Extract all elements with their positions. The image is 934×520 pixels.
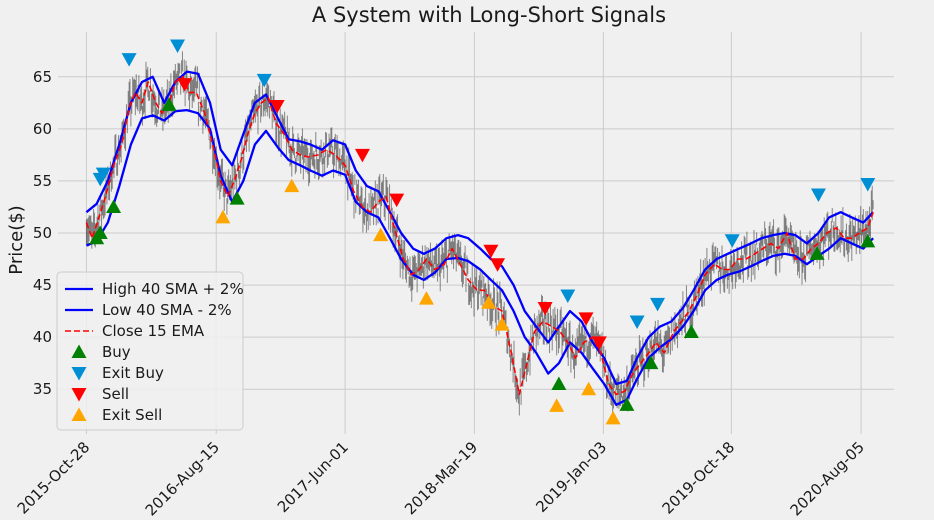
exit-buy-marker	[560, 289, 576, 303]
exit-buy-marker	[650, 297, 666, 312]
signal-markers	[89, 39, 876, 425]
sell-marker	[354, 148, 370, 163]
buy-marker	[809, 246, 825, 260]
legend-label: High 40 SMA + 2%	[102, 280, 244, 298]
buy-marker	[643, 355, 659, 370]
sell-marker	[490, 258, 506, 272]
legend-swatch	[71, 388, 87, 402]
legend-ema: Close 15 EMA	[65, 322, 205, 340]
sell-marker	[177, 78, 193, 92]
series-lines	[85, 70, 874, 406]
exit-sell-marker	[581, 381, 597, 396]
buy-marker	[551, 376, 567, 391]
legend-label: Sell	[102, 385, 129, 403]
buy-marker	[92, 225, 108, 239]
y-tick-label: 35	[33, 380, 52, 398]
exit-buy-marker	[170, 39, 186, 54]
legend-swatch	[71, 344, 87, 358]
legend-label: Exit Buy	[102, 364, 164, 382]
ema-line	[85, 76, 874, 396]
legend-swatch	[71, 407, 87, 421]
y-tick-label: 65	[33, 68, 52, 86]
buy-marker	[619, 397, 635, 411]
legend: High 40 SMA + 2% Low 40 SMA - 2% Close 15 …	[56, 271, 244, 431]
legend-label: Buy	[102, 343, 131, 361]
sell-marker	[389, 193, 405, 208]
buy-marker	[229, 191, 245, 205]
sell-marker	[483, 244, 499, 259]
buy-marker	[683, 324, 699, 338]
exit-buy-marker	[121, 53, 137, 67]
legend-lower-band: Low 40 SMA - 2%	[65, 301, 232, 319]
legend-swatch	[71, 367, 87, 381]
exit-sell-marker	[605, 410, 621, 425]
y-tick-label: 50	[33, 224, 52, 242]
y-tick-label: 55	[33, 172, 52, 190]
exit-sell-marker	[481, 295, 497, 309]
chart-title: A System with Long-Short Signals	[312, 3, 666, 27]
upper-band-line	[85, 70, 874, 386]
legend-label: Close 15 EMA	[102, 322, 205, 340]
legend-box	[56, 271, 244, 431]
legend-exit-buy: Exit Buy	[71, 364, 164, 382]
y-tick-labels: 35 40 45 50 55 60 65	[33, 68, 52, 398]
legend-buy: Buy	[71, 343, 131, 361]
lower-band-line	[85, 108, 874, 406]
sell-marker	[269, 99, 285, 114]
y-tick-label: 40	[33, 328, 52, 346]
exit-buy-marker	[629, 315, 645, 330]
legend-exit-sell: Exit Sell	[71, 406, 162, 424]
buy-marker	[106, 199, 122, 213]
exit-buy-marker	[256, 73, 272, 88]
buy-marker	[161, 97, 177, 111]
buy-marker	[860, 233, 876, 248]
y-tick-label: 45	[33, 276, 52, 294]
legend-label: Exit Sell	[102, 406, 162, 424]
y-tick-label: 60	[33, 120, 52, 138]
legend-sell: Sell	[71, 385, 129, 403]
legend-upper-band: High 40 SMA + 2%	[65, 280, 244, 298]
sell-marker	[537, 301, 553, 316]
exit-buy-marker	[724, 234, 740, 248]
exit-sell-marker	[418, 291, 434, 305]
sell-marker	[591, 336, 607, 350]
sell-marker	[578, 312, 594, 326]
legend-label: Low 40 SMA - 2%	[102, 301, 232, 319]
exit-sell-marker	[373, 227, 389, 242]
exit-sell-marker	[284, 178, 300, 193]
y-axis-label: Price($)	[6, 205, 27, 274]
exit-sell-marker	[494, 317, 510, 331]
exit-sell-marker	[215, 209, 231, 224]
exit-sell-marker	[549, 398, 565, 412]
exit-buy-marker	[810, 188, 826, 202]
exit-buy-marker	[860, 178, 876, 192]
exit-buy-marker	[95, 167, 111, 182]
